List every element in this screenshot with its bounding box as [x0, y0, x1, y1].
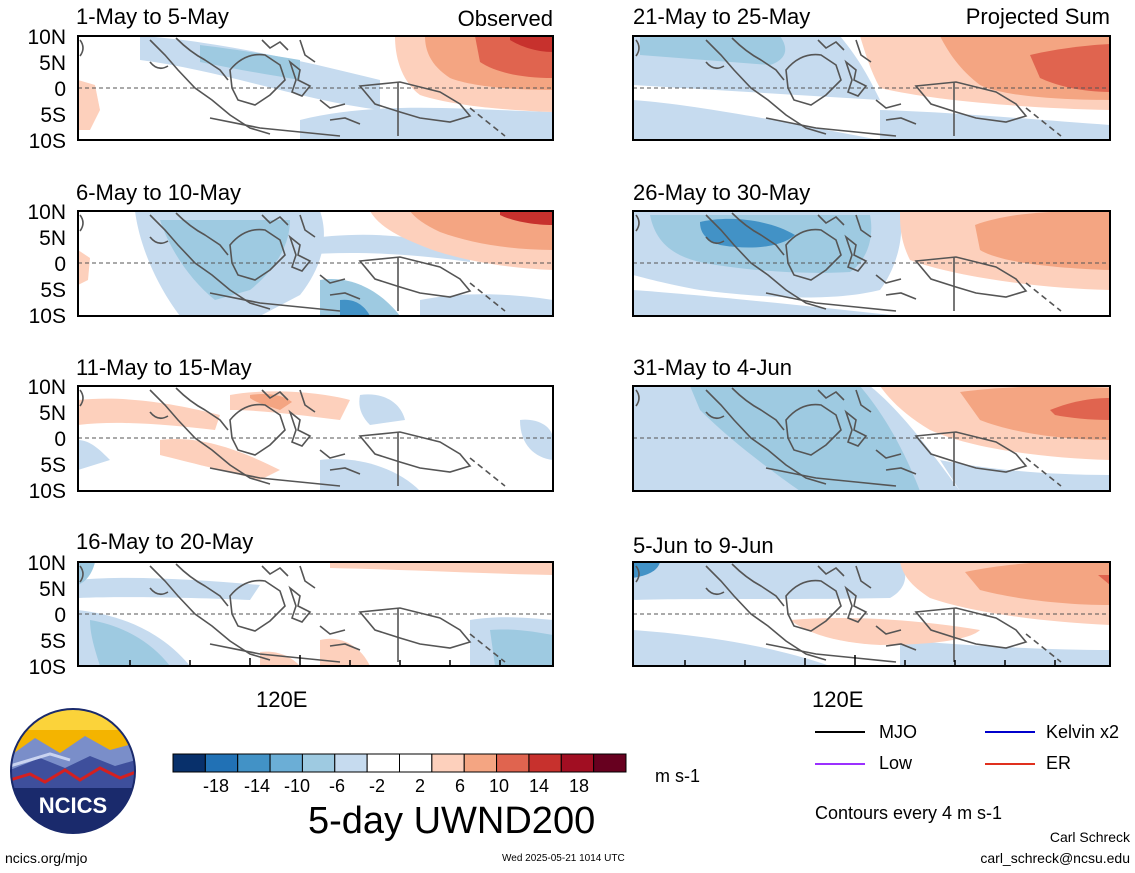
panel-title-left-2: 6-May to 10-May	[76, 180, 242, 205]
axis-ticks	[129, 655, 1056, 666]
colorbar-label: 2	[414, 776, 425, 796]
legend-label-low: Low	[879, 753, 913, 773]
y-tick-0: 0	[54, 604, 66, 627]
y-tick-10s: 10S	[28, 480, 66, 503]
y-tick-5n: 5N	[39, 578, 66, 601]
colorbar-box	[172, 753, 206, 773]
legend-label-kelvin: Kelvin x2	[1046, 722, 1120, 742]
colorbar-box	[496, 753, 530, 773]
y-tick-5n: 5N	[39, 52, 66, 75]
projected-sum-label: Projected Sum	[965, 4, 1110, 29]
colorbar	[172, 753, 627, 773]
chart-title: 5-day UWND200	[308, 800, 596, 842]
panel-title-right-1: 21-May to 25-May	[633, 4, 811, 29]
y-tick-0: 0	[54, 428, 66, 451]
legend-lines	[815, 731, 1035, 765]
y-tick-5s: 5S	[40, 279, 66, 302]
colorbar-label: 6	[454, 776, 465, 796]
y-tick-5s: 5S	[40, 454, 66, 477]
panel-title-right-4: 5-Jun to 9-Jun	[633, 533, 774, 558]
colorbar-label: -2	[368, 776, 385, 796]
y-tick-10n: 10N	[27, 552, 66, 575]
colorbar-box	[269, 753, 303, 773]
y-tick-10n: 10N	[27, 26, 66, 49]
y-tick-5s: 5S	[40, 630, 66, 653]
y-tick-10s: 10S	[28, 130, 66, 153]
y-tick-0: 0	[54, 78, 66, 101]
y-tick-5s: 5S	[40, 104, 66, 127]
colorbar-label: -10	[283, 776, 310, 796]
panel-title-left-3: 11-May to 15-May	[76, 355, 252, 380]
panel-title-right-3: 31-May to 4-Jun	[633, 355, 792, 380]
colorbar-box	[334, 753, 368, 773]
map-panel-right-1	[632, 35, 1111, 141]
y-tick-10s: 10S	[28, 305, 66, 328]
colorbar-box	[463, 753, 498, 773]
legend-label-er: ER	[1046, 753, 1072, 773]
map-panel-right-3	[632, 385, 1111, 492]
ncics-logo-text: NCICS	[39, 793, 107, 818]
map-panel-left-3	[77, 385, 554, 492]
footer-email[interactable]: carl_schreck@ncsu.edu	[980, 850, 1130, 866]
map-panel-left-4	[77, 561, 554, 667]
colorbar-box	[593, 753, 627, 773]
y-tick-0: 0	[54, 253, 66, 276]
footer-url[interactable]: ncics.org/mjo	[5, 850, 88, 866]
observed-label: Observed	[457, 6, 553, 31]
colorbar-box	[301, 753, 336, 773]
x-tick-120e-right: 120E	[812, 687, 864, 712]
map-panel-left-2	[77, 210, 554, 317]
colorbar-box	[237, 753, 271, 773]
ncics-logo: NCICS	[10, 708, 136, 834]
colorbar-box	[399, 753, 433, 773]
colorbar-label: 14	[528, 776, 550, 796]
legend-label-mjo: MJO	[879, 722, 917, 742]
colorbar-label: 18	[568, 776, 590, 796]
panel-title-left-1: 1-May to 5-May	[76, 4, 229, 29]
footer-author: Carl Schreck	[1049, 829, 1130, 845]
y-tick-10n: 10N	[27, 201, 66, 224]
map-panel-right-4	[632, 561, 1111, 667]
y-tick-5n: 5N	[39, 402, 66, 425]
panel-title-left-4: 16-May to 20-May	[76, 529, 254, 554]
colorbar-label: -18	[202, 776, 229, 796]
colorbar-box	[204, 753, 239, 773]
colorbar-box	[560, 753, 595, 773]
y-tick-10s: 10S	[28, 656, 66, 679]
colorbar-box	[528, 753, 562, 773]
colorbar-box	[366, 753, 400, 773]
colorbar-units: m s-1	[655, 766, 700, 786]
x-tick-120e-left: 120E	[256, 687, 308, 712]
footer-timestamp: Wed 2025-05-21 1014 UTC	[502, 853, 625, 864]
colorbar-label: -14	[243, 776, 270, 796]
colorbar-label: -6	[328, 776, 345, 796]
y-tick-5n: 5N	[39, 227, 66, 250]
y-tick-10n: 10N	[27, 376, 66, 399]
colorbar-box	[431, 753, 465, 773]
map-panel-left-1	[77, 35, 554, 141]
panel-title-right-2: 26-May to 30-May	[633, 180, 811, 205]
map-panel-right-2	[632, 210, 1111, 317]
contour-note: Contours every 4 m s-1	[815, 803, 1003, 823]
colorbar-label: 10	[488, 776, 510, 796]
